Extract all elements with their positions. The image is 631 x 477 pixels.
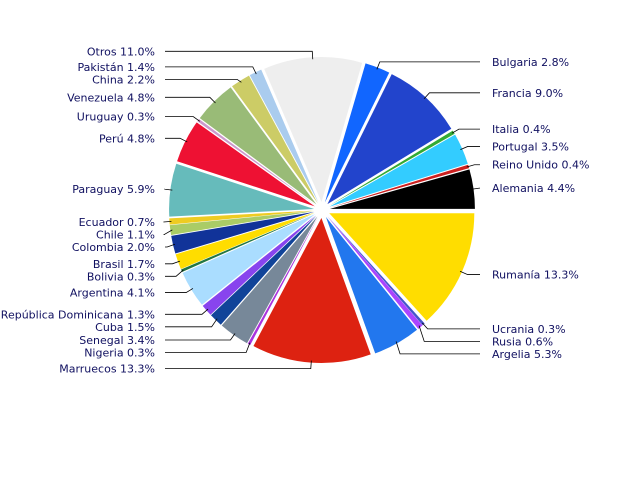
slice-portugal <box>329 134 468 207</box>
label-senegal: Senegal 3.4% <box>79 334 155 347</box>
leader-line <box>376 61 480 70</box>
leader-line <box>165 360 312 370</box>
slice-alemania <box>329 169 475 209</box>
slice-colombia <box>171 211 315 254</box>
label-marruecos: Marruecos 13.3% <box>59 363 155 376</box>
label-francia: Francia 9.0% <box>492 87 563 100</box>
label-otros: Otros 11.0% <box>87 45 155 58</box>
label-ecuador: Ecuador 0.7% <box>79 216 155 229</box>
leader-line <box>460 146 480 151</box>
slice-bolivia <box>181 213 315 272</box>
label-alemania: Alemania 4.4% <box>492 182 575 195</box>
slice-ucrania <box>327 215 425 326</box>
slice-paraguay <box>169 163 315 217</box>
leader-line <box>165 342 251 353</box>
leader-line <box>165 260 181 265</box>
slice-rusia <box>327 216 423 329</box>
leader-line <box>165 308 209 315</box>
slice-uruguay <box>197 119 316 206</box>
leader-line <box>165 333 236 341</box>
label-cuba: Cuba 1.5% <box>95 321 155 334</box>
slice-marruecos <box>253 217 371 363</box>
slice-republica-dominicana <box>202 215 316 315</box>
leader-line-group <box>162 50 480 370</box>
leader-line <box>165 269 184 277</box>
slice-reino-unido <box>329 164 470 208</box>
label-colombia: Colombia 2.0% <box>72 241 155 254</box>
slice-senegal <box>221 216 318 344</box>
label-reino-unido: Reino Unido 0.4% <box>492 159 589 172</box>
slice-rumania <box>329 213 475 321</box>
label-argelia: Argelia 5.3% <box>492 348 562 361</box>
slice-ecuador <box>169 210 315 225</box>
label-uruguay: Uruguay 0.3% <box>77 111 155 124</box>
label-portugal: Portugal 3.5% <box>492 140 569 153</box>
slice-cuba <box>210 215 317 325</box>
label-pakistan: Pakistán 1.4% <box>77 61 155 74</box>
leader-line <box>165 78 242 83</box>
leader-line <box>164 188 173 191</box>
label-ucrania: Ucrania 0.3% <box>492 323 566 336</box>
slice-brasil <box>175 212 315 269</box>
leader-line <box>165 137 188 143</box>
leader-line <box>418 325 480 342</box>
slice-argelia <box>325 216 418 354</box>
label-china: China 2.2% <box>92 73 155 86</box>
label-paraguay: Paraguay 5.9% <box>72 183 155 196</box>
label-chile: Chile 1.1% <box>96 228 155 241</box>
leader-line <box>471 187 480 190</box>
leader-line <box>165 318 218 328</box>
label-nigeria: Nigeria 0.3% <box>84 346 155 359</box>
leader-line <box>451 128 480 134</box>
label-bulgaria: Bulgaria 2.8% <box>492 56 569 69</box>
slice-china <box>232 75 318 204</box>
slice-francia <box>327 74 452 205</box>
label-peru: Perú 4.8% <box>99 132 155 145</box>
slice-peru <box>177 122 315 207</box>
leader-line <box>165 96 216 104</box>
leader-line <box>459 270 480 275</box>
leader-line <box>423 92 480 99</box>
label-bolivia: Bolivia 0.3% <box>87 270 155 283</box>
label-italia: Italia 0.4% <box>492 123 551 136</box>
leader-line <box>163 220 172 223</box>
leader-line <box>165 50 314 60</box>
slice-group <box>169 57 475 363</box>
slice-pakistan <box>249 69 319 203</box>
slice-chile <box>169 211 315 236</box>
label-republica-dominicana: República Dominicana 1.3% <box>1 308 155 321</box>
slice-argentina <box>182 214 316 305</box>
slice-nigeria <box>247 217 319 346</box>
leader-line <box>165 66 257 75</box>
label-venezuela: Venezuela 4.8% <box>67 91 155 104</box>
leader-line <box>165 288 194 293</box>
leader-line <box>422 322 480 330</box>
label-rusia: Rusia 0.6% <box>492 335 553 348</box>
slice-bulgaria <box>324 63 390 203</box>
leader-line <box>162 229 173 235</box>
slice-italia <box>328 130 455 206</box>
label-group: Bulgaria 2.8% Francia 9.0% Italia 0.4% Port… <box>1 45 590 375</box>
leader-line <box>395 341 480 355</box>
slice-otros <box>264 57 363 203</box>
slice-venezuela <box>199 87 317 205</box>
label-argentina: Argentina 4.1% <box>70 287 155 300</box>
leader-line <box>165 116 201 122</box>
leader-line <box>165 243 176 248</box>
label-rumania: Rumanía 13.3% <box>492 268 579 281</box>
leader-line <box>466 164 480 168</box>
label-brasil: Brasil 1.7% <box>93 258 155 271</box>
